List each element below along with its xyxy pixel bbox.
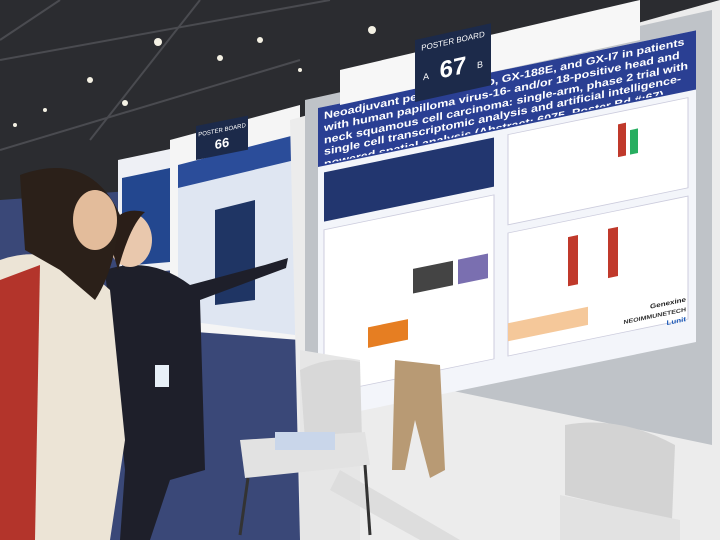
stand-base <box>330 470 460 540</box>
ceiling-lights <box>13 26 376 127</box>
poster-chart <box>368 319 408 348</box>
sign-66-number: 66 <box>215 134 229 152</box>
sign-66-bg <box>196 115 248 160</box>
poster-image <box>413 260 453 294</box>
sign-66: POSTER BOARD 66 <box>196 115 248 160</box>
background-person-legs <box>392 360 445 478</box>
sign-67-side-a: A <box>423 71 430 82</box>
poster-66-header <box>178 135 295 188</box>
poster-intro <box>324 137 494 222</box>
woman-cream-jacket <box>0 168 125 540</box>
chair-center <box>238 359 372 536</box>
figure-bar <box>618 122 626 158</box>
sign-67-number: 67 <box>440 52 467 85</box>
figure-bar <box>630 128 638 155</box>
poster-figure <box>507 97 689 226</box>
poster-conclusion <box>508 306 588 342</box>
heatmap <box>568 235 578 287</box>
sign-67-bg <box>415 23 491 102</box>
heatmap <box>608 226 618 279</box>
ceiling-trusses <box>0 0 331 151</box>
poster-67: Neoadjuvant pembrolizumab, GX-188E, and … <box>318 30 696 420</box>
sign-67: POSTER BOARD A 67 B <box>415 23 491 102</box>
chair-right <box>560 422 680 540</box>
sign-67-side-b: B <box>477 59 483 70</box>
poster-header <box>318 30 696 168</box>
poster-image <box>458 253 488 285</box>
